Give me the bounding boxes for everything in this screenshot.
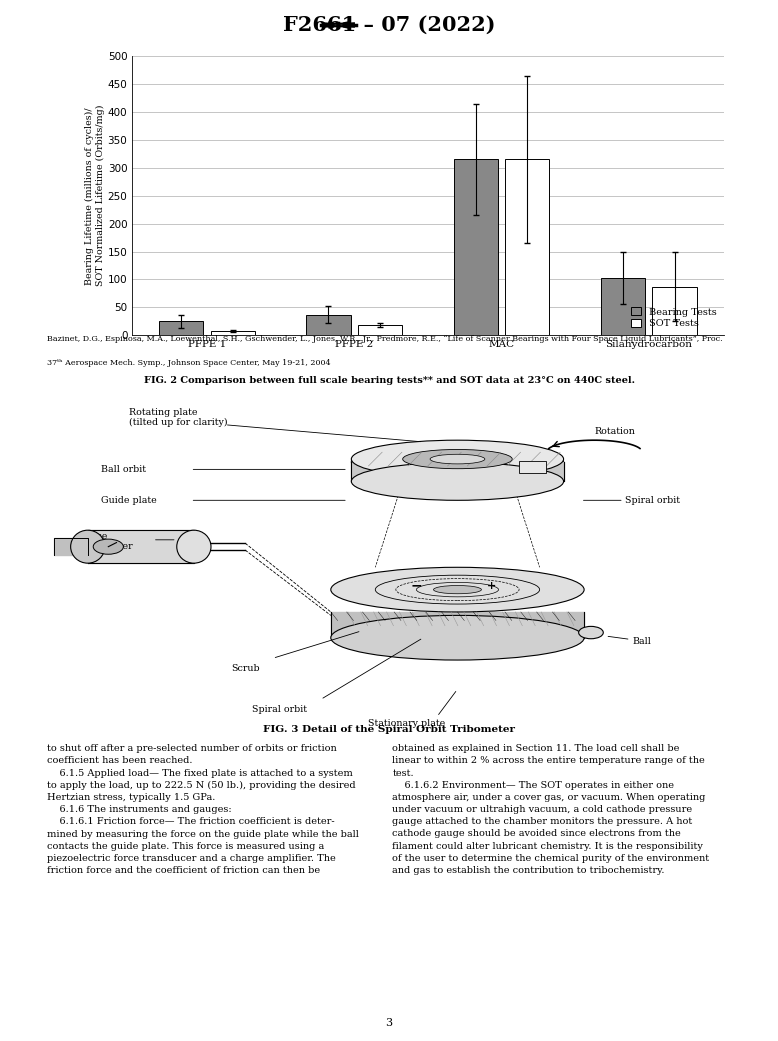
Text: Spiral orbit: Spiral orbit bbox=[252, 706, 307, 714]
Text: +: + bbox=[487, 581, 496, 591]
Polygon shape bbox=[331, 612, 584, 638]
Text: Stationary plate: Stationary plate bbox=[369, 719, 446, 728]
Polygon shape bbox=[88, 530, 194, 563]
Bar bbox=[653, 286, 696, 335]
Legend: Bearing Tests, SOT Tests: Bearing Tests, SOT Tests bbox=[629, 306, 719, 330]
Text: Spiral orbit: Spiral orbit bbox=[626, 496, 680, 505]
Bar bbox=[454, 159, 498, 335]
Text: FIG. 2 Comparison between full scale bearing tests** and SOT data at 23°C on 440: FIG. 2 Comparison between full scale bea… bbox=[143, 376, 635, 385]
Ellipse shape bbox=[331, 567, 584, 612]
Text: Scrub: Scrub bbox=[232, 664, 260, 674]
Ellipse shape bbox=[433, 585, 482, 593]
Text: Ball orbit: Ball orbit bbox=[101, 465, 146, 474]
Text: Rotating plate
(tilted up for clarity): Rotating plate (tilted up for clarity) bbox=[129, 408, 227, 427]
Ellipse shape bbox=[71, 530, 105, 563]
Ellipse shape bbox=[331, 615, 584, 660]
Bar bbox=[519, 461, 546, 473]
Ellipse shape bbox=[352, 442, 563, 481]
Ellipse shape bbox=[403, 450, 512, 468]
Bar bbox=[505, 159, 549, 335]
Text: Guide plate: Guide plate bbox=[101, 496, 157, 505]
Polygon shape bbox=[352, 462, 563, 481]
Text: 37ᵗʰ Aerospace Mech. Symp., Johnson Space Center, May 19-21, 2004: 37ᵗʰ Aerospace Mech. Symp., Johnson Spac… bbox=[47, 359, 331, 367]
Text: obtained as explained in Section 11. The load cell shall be
linear to within 2 %: obtained as explained in Section 11. The… bbox=[392, 744, 710, 874]
Bar bbox=[307, 314, 351, 335]
Polygon shape bbox=[54, 538, 88, 555]
Y-axis label: Bearing Lifetime (millions of cycles)/
SOT Normalized Lifetime (Orbits/mg): Bearing Lifetime (millions of cycles)/ S… bbox=[86, 105, 105, 286]
Bar bbox=[358, 325, 402, 335]
Text: −: − bbox=[411, 579, 422, 592]
Text: 3: 3 bbox=[385, 1018, 393, 1027]
Text: Force
transducer: Force transducer bbox=[81, 532, 134, 552]
Bar bbox=[601, 278, 645, 335]
Circle shape bbox=[579, 627, 603, 639]
Text: Bazinet, D.G., Espinosa, M.A., Loewenthal, S.H., Gschwender, L., Jones, W.R., Jr: Bazinet, D.G., Espinosa, M.A., Loewentha… bbox=[47, 335, 722, 344]
Ellipse shape bbox=[352, 462, 563, 501]
Ellipse shape bbox=[352, 440, 563, 478]
Text: to shut off after a pre-selected number of orbits or friction
coefficient has be: to shut off after a pre-selected number … bbox=[47, 744, 359, 875]
Circle shape bbox=[93, 539, 124, 554]
Bar bbox=[211, 331, 255, 335]
Bar bbox=[159, 322, 203, 335]
Text: FIG. 3 Detail of the Spiral Orbit Tribometer: FIG. 3 Detail of the Spiral Orbit Tribom… bbox=[263, 725, 515, 734]
Text: Ball: Ball bbox=[632, 637, 651, 645]
Ellipse shape bbox=[430, 454, 485, 464]
Ellipse shape bbox=[177, 530, 211, 563]
Text: F2661 – 07 (2022): F2661 – 07 (2022) bbox=[282, 15, 496, 35]
Text: Rotation: Rotation bbox=[594, 427, 636, 436]
